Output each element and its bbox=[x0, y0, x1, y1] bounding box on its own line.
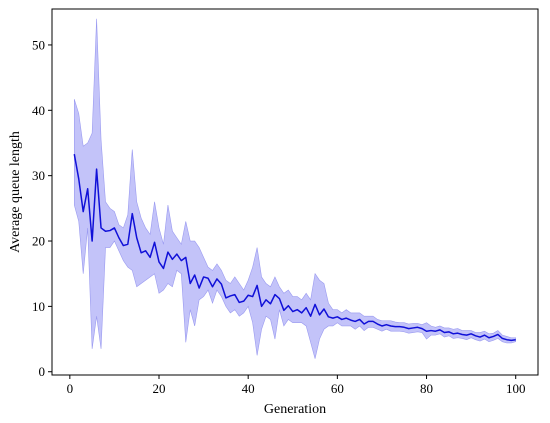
y-tick-label: 20 bbox=[32, 234, 45, 249]
x-tick-label: 40 bbox=[242, 381, 255, 396]
y-tick-label: 50 bbox=[32, 37, 45, 52]
x-tick-label: 60 bbox=[331, 381, 344, 396]
y-axis-label: Average queue length bbox=[8, 131, 23, 253]
plot-frame bbox=[51, 8, 539, 376]
confidence-band-layer bbox=[73, 18, 517, 359]
x-axis-ticks: 0 20 40 60 80 100 bbox=[67, 375, 526, 396]
y-axis-ticks: 0 10 20 30 40 50 bbox=[32, 37, 52, 379]
x-axis-label: Generation bbox=[264, 402, 326, 417]
y-tick-label: 10 bbox=[32, 299, 45, 314]
mean-line bbox=[73, 153, 516, 342]
x-tick-label: 0 bbox=[67, 381, 74, 396]
x-tick-label: 80 bbox=[420, 381, 433, 396]
x-tick-label: 20 bbox=[153, 381, 166, 396]
confidence-band bbox=[73, 18, 517, 359]
y-tick-label: 40 bbox=[32, 103, 45, 118]
x-tick-label: 100 bbox=[506, 381, 526, 396]
y-tick-label: 30 bbox=[32, 168, 45, 183]
mean-line-layer bbox=[73, 153, 516, 342]
y-tick-label: 0 bbox=[39, 364, 46, 379]
